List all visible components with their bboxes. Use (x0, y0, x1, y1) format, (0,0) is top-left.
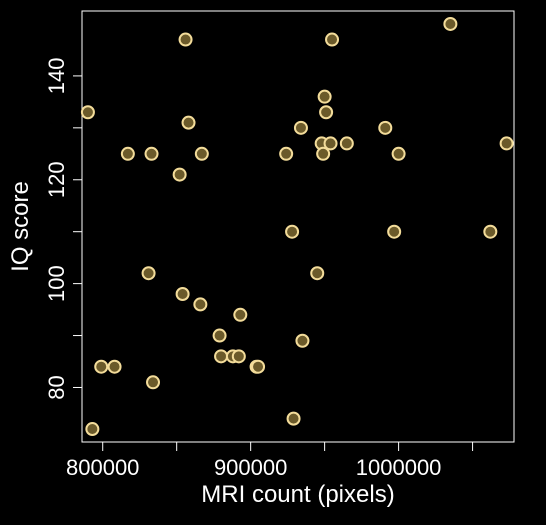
data-point (178, 32, 193, 47)
data-point (483, 224, 498, 239)
data-point (194, 146, 209, 161)
data-point (310, 266, 325, 281)
data-point (391, 146, 406, 161)
y-axis: 80 100 120 140 (44, 58, 82, 400)
data-point (378, 120, 393, 135)
data-point (339, 136, 354, 151)
x-tick-label: 1000000 (356, 455, 442, 480)
y-tick-label: 80 (44, 375, 69, 399)
y-axis-title: IQ score (7, 181, 34, 272)
data-point (443, 16, 458, 31)
x-axis: 800000 900000 1000000 (66, 442, 474, 480)
data-point (175, 287, 190, 302)
data-point (387, 224, 402, 239)
y-tick-label: 120 (44, 161, 69, 198)
data-point (107, 359, 122, 374)
plot-frame (81, 10, 515, 443)
data-point (141, 266, 156, 281)
data-point (94, 359, 109, 374)
data-point (146, 375, 161, 390)
data-point (80, 105, 95, 120)
data-point (323, 136, 338, 151)
data-point (193, 297, 208, 312)
data-point (499, 136, 514, 151)
x-tick-label: 800000 (66, 455, 139, 480)
data-point (233, 307, 248, 322)
x-axis-title: MRI count (pixels) (201, 481, 394, 508)
data-point (325, 32, 340, 47)
data-point (285, 224, 300, 239)
data-points (80, 16, 514, 437)
data-point (214, 349, 229, 364)
data-point (293, 120, 308, 135)
data-point (181, 115, 196, 130)
data-point (286, 411, 301, 426)
data-point (212, 328, 227, 343)
data-point (85, 422, 100, 437)
data-point (231, 349, 246, 364)
data-point (120, 146, 135, 161)
y-tick-label: 100 (44, 265, 69, 302)
data-point (172, 167, 187, 182)
data-point (279, 146, 294, 161)
y-tick-label: 140 (44, 58, 69, 95)
x-tick-label: 900000 (214, 455, 287, 480)
data-point (144, 146, 159, 161)
data-point (317, 89, 332, 104)
data-point (295, 333, 310, 348)
data-point (319, 105, 334, 120)
data-point (316, 146, 331, 161)
data-point (251, 359, 266, 374)
